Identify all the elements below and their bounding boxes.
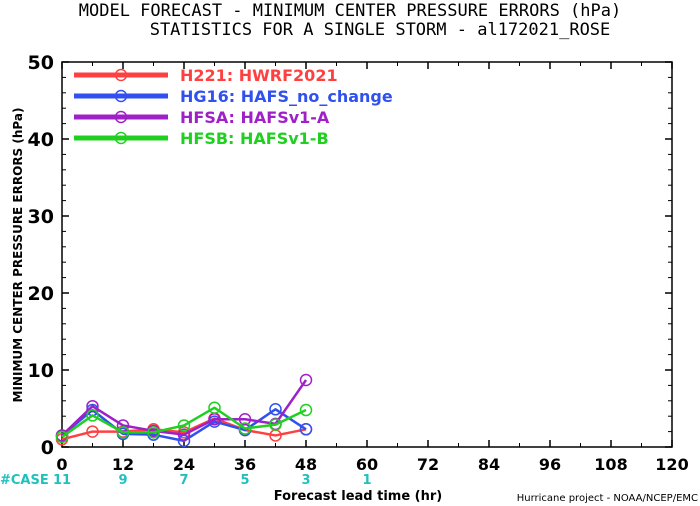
axes-layer: 0 10 20 30 40 50 0 12 24 36 48 60 72 84 96 108 120 11 9 7 5 3… xyxy=(28,52,689,488)
x-tick-label: 84 xyxy=(478,455,500,474)
series-layer xyxy=(55,373,313,448)
x-tick-label: 36 xyxy=(234,455,256,474)
data-point xyxy=(86,425,99,438)
case-count: 1 xyxy=(362,473,371,488)
x-tick-label: 72 xyxy=(417,455,439,474)
data-point xyxy=(269,403,282,416)
series-line xyxy=(61,379,308,437)
legend-label: HFSA: HAFSv1-A xyxy=(180,108,330,127)
legend-swatch-marker xyxy=(114,68,128,82)
series-3 xyxy=(55,401,313,444)
case-count: 11 xyxy=(53,473,71,488)
x-tick-label: 60 xyxy=(356,455,378,474)
x-tick-label: 0 xyxy=(56,455,67,474)
legend-swatch-marker xyxy=(114,89,128,103)
data-point xyxy=(238,422,252,435)
chart-subtitle: STATISTICS FOR A SINGLE STORM - al172021… xyxy=(150,20,611,40)
data-point xyxy=(116,419,130,432)
data-point xyxy=(177,428,191,441)
case-label: #CASE xyxy=(0,473,49,488)
series-line xyxy=(61,417,307,441)
y-tick-label: 0 xyxy=(41,437,54,459)
legend-label: H221: HWRF2021 xyxy=(180,66,338,85)
data-point xyxy=(269,418,282,431)
data-point xyxy=(86,399,99,413)
x-tick-label: 12 xyxy=(112,455,134,474)
data-point xyxy=(86,409,99,422)
y-tick-label: 30 xyxy=(28,206,54,228)
y-tick-label: 10 xyxy=(28,360,54,382)
x-axis-label: Forecast lead time (hr) xyxy=(274,489,442,504)
data-point xyxy=(299,423,313,436)
data-point xyxy=(116,426,130,439)
credit-text: Hurricane project - NOAA/NCEP/EMC xyxy=(517,493,698,504)
legend-label: HFSB: HAFSv1-B xyxy=(180,129,329,148)
chart-title: MODEL FORECAST - MINIMUM CENTER PRESSURE… xyxy=(79,1,621,21)
case-count: 9 xyxy=(118,473,127,488)
case-count: 5 xyxy=(240,473,249,488)
x-tick-label: 24 xyxy=(173,455,195,474)
data-point xyxy=(238,413,252,426)
y-tick-label: 40 xyxy=(28,129,54,151)
data-point xyxy=(147,426,160,439)
data-point xyxy=(208,401,221,414)
x-tick-label: 48 xyxy=(295,455,317,474)
data-point xyxy=(177,419,191,432)
legend-swatch-marker xyxy=(114,131,128,145)
data-point xyxy=(299,403,313,417)
legend-swatch-marker xyxy=(114,110,128,124)
y-axis-label: MINIMUM CENTER PRESSURE ERRORS (hPa) xyxy=(11,108,25,403)
x-tick-label: 120 xyxy=(655,455,688,474)
series-line xyxy=(61,406,307,439)
y-tick-label: 50 xyxy=(28,52,54,74)
legend-label: HG16: HAFS_no_change xyxy=(180,87,393,106)
legend: H221: HWRF2021 HG16: HAFS_no_change HFSA: … xyxy=(74,66,393,148)
data-point xyxy=(299,373,313,387)
data-point xyxy=(55,430,69,444)
case-count: 3 xyxy=(301,473,310,488)
y-tick-label: 20 xyxy=(28,283,54,305)
x-tick-label: 108 xyxy=(594,455,627,474)
plot-frame xyxy=(61,61,673,448)
x-tick-label: 96 xyxy=(539,455,561,474)
case-count: 7 xyxy=(179,473,188,488)
